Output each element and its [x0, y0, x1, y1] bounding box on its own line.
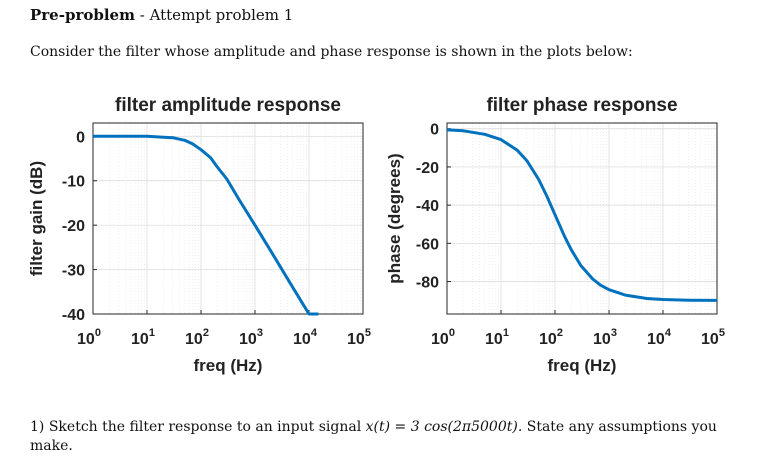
problem-heading: Pre-problem - Attempt problem 1 [30, 6, 293, 24]
series-line [446, 128, 718, 302]
x-tick-label: 104 [293, 327, 318, 348]
y-axis-label: phase (degrees) [385, 153, 404, 283]
x-tick-label: 100 [431, 327, 455, 348]
y-axis-label: filter gain (dB) [27, 161, 46, 276]
problem-subtitle: Attempt problem 1 [149, 6, 294, 24]
x-tick-label: 104 [647, 327, 672, 348]
question-prompt: Sketch the filter response to an input s… [48, 419, 362, 435]
chart-1: 100 101 102 103 104 105 0 -10 -20 -30 -40 filter am… [27, 95, 371, 375]
problem-title: Pre-problem [30, 6, 135, 24]
chart-title: filter phase response [486, 95, 677, 116]
x-axis-label: freq (Hz) [194, 356, 263, 375]
y-tick-label: 0 [430, 122, 439, 139]
x-tick-label: 105 [701, 327, 725, 348]
question-number: 1) [30, 419, 45, 435]
y-tick-label: -20 [416, 160, 439, 177]
x-axis-label: freq (Hz) [548, 356, 617, 375]
x-tick-label: 105 [347, 327, 371, 348]
x-tick-label: 103 [593, 327, 617, 348]
question-text: 1) Sketch the filter response to an inpu… [30, 418, 745, 456]
charts-figure: 100 101 102 103 104 105 0 -10 -20 -30 -40 filter am… [27, 95, 725, 375]
plot-area [93, 123, 363, 314]
chart-2: 100 101 102 103 104 105 0 -20 -40 -60 -80 filter ph… [385, 95, 725, 375]
input-signal: x(t) = 3 cos(2π5000t). [365, 419, 523, 435]
x-tick-label: 101 [131, 327, 155, 348]
chart-title: filter amplitude response [115, 95, 341, 116]
y-tick-label: -40 [416, 198, 439, 215]
x-tick-label: 103 [239, 327, 263, 348]
axes-frame [446, 122, 718, 315]
series-line [93, 134, 319, 316]
y-tick-label: -40 [62, 307, 85, 324]
x-tick-label: 102 [539, 327, 563, 348]
y-tick-label: 0 [76, 129, 85, 146]
y-tick-label: -10 [62, 174, 85, 191]
x-tick-label: 100 [77, 327, 101, 348]
heading-separator: - [134, 6, 150, 24]
axes-frame [92, 122, 364, 315]
y-tick-label: -30 [62, 263, 85, 280]
y-tick-label: -80 [416, 275, 439, 292]
plot-area [447, 123, 717, 314]
intro-text: Consider the filter whose amplitude and … [30, 44, 633, 60]
x-tick-label: 102 [185, 327, 209, 348]
x-tick-label: 101 [485, 327, 509, 348]
y-tick-label: -20 [62, 218, 85, 235]
y-tick-label: -60 [416, 236, 439, 253]
question-assumptions: State any assumptions you make. [30, 419, 717, 454]
